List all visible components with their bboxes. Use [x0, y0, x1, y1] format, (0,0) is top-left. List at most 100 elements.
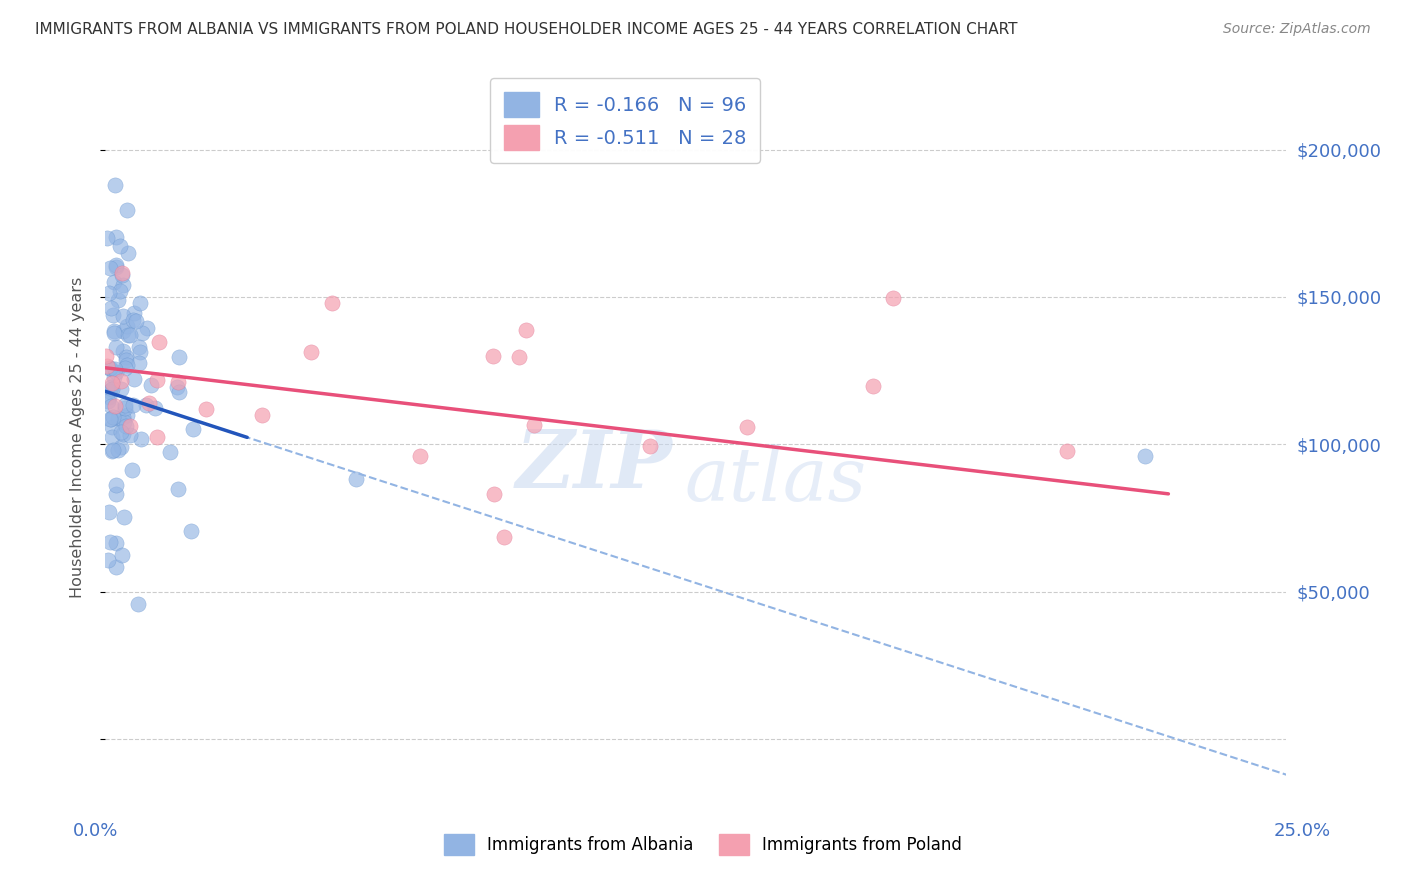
Point [103, 324, 125, 338]
Point [111, 268, 134, 282]
Point [250, 408, 273, 422]
Point [882, 291, 904, 305]
Point [167, 385, 190, 400]
Point [117, 328, 139, 343]
Point [125, 314, 148, 328]
Point [108, 284, 131, 298]
Point [167, 376, 190, 390]
Point [100, 411, 122, 425]
Point [112, 415, 135, 429]
Point [482, 349, 505, 363]
Point [94, 350, 117, 364]
Point [97, 384, 120, 399]
Point [638, 439, 661, 453]
Point [97, 394, 120, 409]
Point [104, 341, 127, 355]
Point [112, 510, 135, 524]
Point [117, 245, 139, 260]
Point [166, 379, 188, 393]
Point [129, 432, 152, 446]
Point [100, 382, 122, 396]
Point [112, 343, 135, 358]
Point [118, 418, 141, 433]
Point [167, 351, 190, 365]
Point [321, 296, 343, 310]
Point [104, 478, 127, 492]
Point [104, 361, 127, 376]
Point [146, 373, 169, 387]
Point [492, 530, 515, 544]
Point [98, 411, 121, 425]
Point [120, 428, 142, 442]
Point [98, 535, 121, 549]
Point [129, 296, 152, 310]
Point [97, 286, 120, 301]
Text: IMMIGRANTS FROM ALBANIA VS IMMIGRANTS FROM POLAND HOUSEHOLDER INCOME AGES 25 - 4: IMMIGRANTS FROM ALBANIA VS IMMIGRANTS FR… [35, 22, 1018, 37]
Point [508, 351, 530, 365]
Point [98, 390, 121, 404]
Point [111, 409, 134, 424]
Point [107, 443, 129, 458]
Point [97, 505, 120, 519]
Point [159, 445, 181, 459]
Point [103, 410, 125, 425]
Point [105, 230, 128, 244]
Point [104, 365, 127, 379]
Point [111, 267, 134, 281]
Point [105, 486, 128, 500]
Text: 0.0%: 0.0% [73, 822, 118, 840]
Point [115, 358, 138, 372]
Point [122, 372, 145, 386]
Point [515, 323, 537, 337]
Point [523, 418, 546, 433]
Point [344, 472, 367, 486]
Point [100, 444, 122, 458]
Point [103, 326, 125, 340]
Legend: R = -0.166   N = 96, R = -0.511   N = 28: R = -0.166 N = 96, R = -0.511 N = 28 [491, 78, 761, 163]
Point [110, 382, 132, 396]
Point [98, 360, 121, 375]
Point [115, 351, 138, 365]
Point [115, 408, 138, 422]
Point [128, 340, 150, 354]
Point [112, 277, 135, 292]
Point [100, 380, 122, 394]
Point [1133, 449, 1156, 463]
Point [114, 401, 136, 416]
Point [110, 425, 132, 439]
Point [129, 345, 152, 359]
Point [299, 345, 322, 359]
Point [111, 426, 134, 441]
Point [138, 396, 160, 410]
Point [127, 597, 149, 611]
Point [195, 402, 218, 417]
Point [107, 411, 129, 425]
Point [135, 398, 157, 412]
Point [143, 401, 166, 415]
Point [121, 312, 143, 326]
Point [114, 398, 136, 412]
Point [114, 353, 136, 368]
Point [112, 309, 135, 323]
Point [98, 361, 121, 376]
Point [110, 375, 132, 389]
Point [131, 326, 153, 340]
Point [482, 487, 505, 501]
Point [101, 420, 124, 434]
Text: 25.0%: 25.0% [1274, 822, 1330, 840]
Point [103, 275, 125, 289]
Point [104, 399, 127, 413]
Text: Source: ZipAtlas.com: Source: ZipAtlas.com [1223, 22, 1371, 37]
Point [136, 321, 159, 335]
Point [107, 293, 129, 307]
Y-axis label: Householder Income Ages 25 - 44 years: Householder Income Ages 25 - 44 years [70, 277, 84, 598]
Point [862, 379, 884, 393]
Point [96, 359, 118, 373]
Point [110, 440, 132, 454]
Point [97, 553, 120, 567]
Point [114, 419, 136, 434]
Text: ZIP: ZIP [516, 427, 672, 505]
Point [104, 178, 127, 192]
Point [1056, 444, 1078, 458]
Point [114, 360, 136, 375]
